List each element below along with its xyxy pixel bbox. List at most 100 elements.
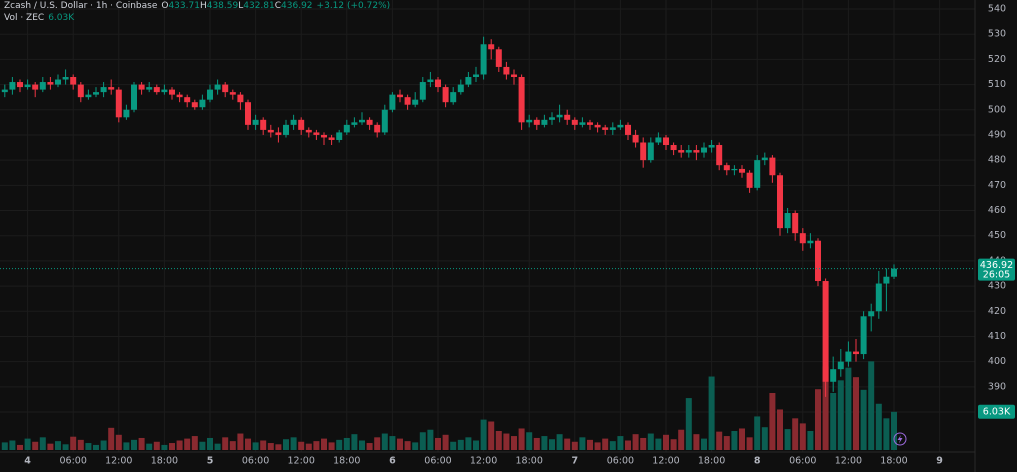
candle-body bbox=[237, 94, 244, 103]
volume-bar bbox=[746, 437, 753, 450]
candle-body bbox=[435, 79, 441, 88]
volume-bar bbox=[503, 433, 510, 450]
x-tick-label: 7 bbox=[571, 456, 578, 467]
volume-bar bbox=[207, 437, 213, 450]
volume-bar bbox=[457, 439, 464, 450]
volume-bar bbox=[480, 419, 487, 450]
candle-body bbox=[260, 119, 267, 130]
x-tick-label: 18:00 bbox=[880, 456, 907, 467]
volume-bar bbox=[131, 439, 137, 450]
volume-bar bbox=[283, 439, 289, 450]
y-tick-label: 420 bbox=[988, 306, 1006, 317]
volume-bar bbox=[191, 436, 198, 450]
volume-bar bbox=[739, 428, 745, 450]
volume-bar bbox=[359, 440, 365, 450]
volume-bar bbox=[571, 441, 578, 450]
candle-body bbox=[222, 84, 229, 93]
volume-bar bbox=[708, 376, 715, 450]
volume-bar bbox=[701, 438, 707, 450]
volume-bar bbox=[640, 437, 647, 450]
volume-bar bbox=[670, 439, 677, 450]
candle-body bbox=[465, 77, 472, 85]
volume-bar bbox=[533, 437, 540, 450]
volume-bar bbox=[473, 440, 479, 450]
volume-bar bbox=[853, 377, 859, 450]
price-tag bbox=[978, 258, 1015, 281]
volume-bar bbox=[245, 438, 251, 450]
candle-body bbox=[670, 145, 677, 151]
candle-body bbox=[488, 44, 495, 50]
y-tick-label: 520 bbox=[988, 54, 1006, 65]
y-tick-label: 450 bbox=[988, 230, 1006, 241]
ohlc-value: 433.71 bbox=[168, 1, 200, 11]
ohlc: O433.71H438.59L432.81C436.92 bbox=[161, 1, 312, 11]
candle-body bbox=[761, 157, 768, 161]
candle-body bbox=[343, 124, 350, 133]
candle-body bbox=[777, 175, 783, 229]
candle-body bbox=[412, 99, 419, 105]
volume-bar bbox=[260, 440, 267, 450]
candle-body bbox=[100, 87, 107, 93]
candle-body bbox=[404, 97, 411, 105]
volume-bar bbox=[290, 437, 297, 450]
volume-bar bbox=[100, 440, 107, 450]
candle-body bbox=[381, 109, 388, 133]
ohlc-label: H bbox=[199, 1, 207, 11]
volume-bar bbox=[17, 444, 23, 450]
candle-body bbox=[822, 281, 829, 382]
volume-bar bbox=[891, 411, 897, 450]
volume-bar bbox=[138, 437, 145, 450]
candle-body bbox=[511, 74, 517, 78]
volume-bar bbox=[625, 440, 631, 450]
ohlc-value: 438.59 bbox=[206, 1, 239, 11]
volume-bar bbox=[123, 442, 130, 450]
candle-body bbox=[17, 82, 23, 88]
candle-body bbox=[77, 84, 84, 98]
volume-bar bbox=[298, 441, 305, 450]
candle-body bbox=[541, 119, 548, 125]
volume-bar bbox=[115, 434, 122, 450]
volume-bar bbox=[32, 441, 39, 450]
candle-body bbox=[815, 240, 821, 282]
candle-body bbox=[108, 87, 115, 90]
ohlc-value: 432.81 bbox=[243, 1, 275, 11]
candle-body bbox=[427, 79, 434, 83]
volume-bar bbox=[792, 418, 799, 450]
y-tick-label: 470 bbox=[988, 180, 1006, 191]
candle-body bbox=[70, 77, 77, 85]
candle-body bbox=[252, 119, 259, 125]
volume-bar bbox=[632, 434, 639, 450]
candle-body bbox=[533, 119, 540, 125]
candle-body bbox=[146, 87, 153, 90]
candle-body bbox=[115, 89, 122, 118]
candle-body bbox=[685, 150, 692, 153]
volume-bar bbox=[663, 434, 669, 450]
volume-bar bbox=[381, 433, 388, 450]
volume-bar bbox=[176, 440, 183, 450]
volume-bar bbox=[761, 427, 768, 450]
volume-bar bbox=[47, 443, 54, 450]
volume-bar bbox=[229, 441, 236, 450]
candle-body bbox=[754, 160, 761, 188]
x-tick-label: 12:00 bbox=[652, 456, 679, 467]
volume-bar bbox=[526, 432, 533, 450]
candle-body bbox=[549, 117, 555, 120]
ohlc-label: L bbox=[238, 1, 244, 11]
volume-bar bbox=[883, 418, 890, 450]
volume-bar bbox=[305, 443, 312, 450]
candle-body bbox=[746, 172, 753, 188]
candle-body bbox=[640, 142, 647, 161]
candle-body bbox=[39, 82, 46, 90]
volume-bar bbox=[465, 437, 472, 450]
volume-bar bbox=[321, 438, 327, 450]
volume-bar bbox=[442, 434, 449, 450]
volume-bar bbox=[495, 431, 502, 450]
candle-body bbox=[275, 132, 282, 135]
y-tick-label: 530 bbox=[988, 29, 1006, 40]
volume-bar bbox=[24, 438, 31, 450]
candle-body bbox=[450, 92, 457, 103]
volume-bar bbox=[184, 438, 191, 450]
y-tick-label: 540 bbox=[988, 4, 1006, 15]
